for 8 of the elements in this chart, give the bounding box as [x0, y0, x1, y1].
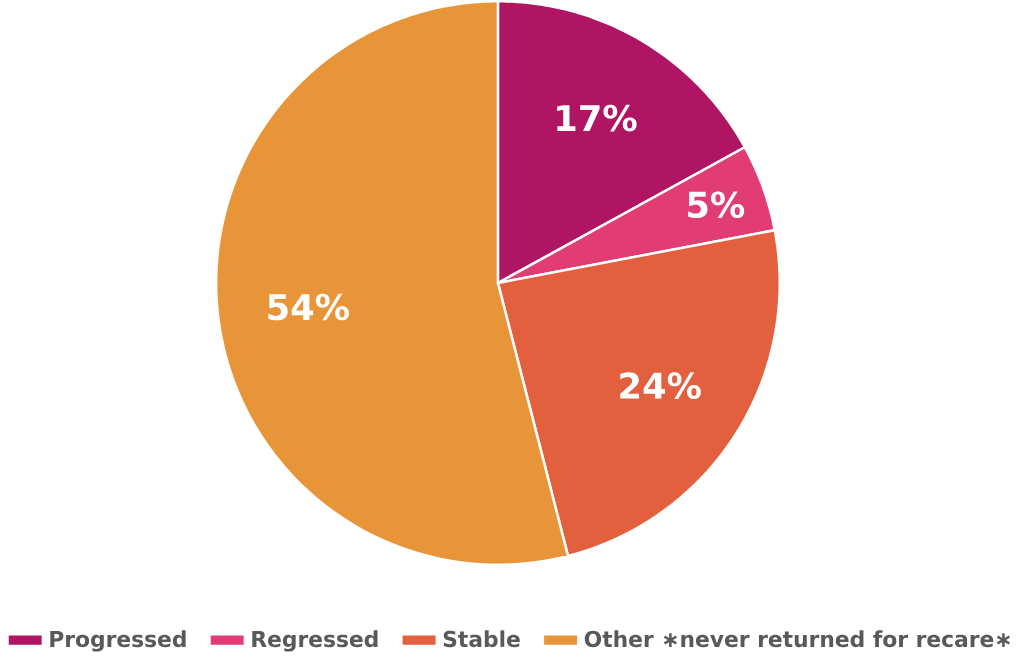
legend-label: Stable [443, 630, 520, 648]
data-label: 5% [688, 191, 745, 218]
data-label: 24% [620, 372, 701, 399]
legend-label: Other ∗never returned for recare∗ [584, 630, 1010, 648]
legend-label: Regressed [252, 630, 378, 652]
data-label: 54% [268, 293, 349, 321]
data-label: 17% [557, 104, 637, 132]
legend-label: Progressed [50, 630, 186, 652]
